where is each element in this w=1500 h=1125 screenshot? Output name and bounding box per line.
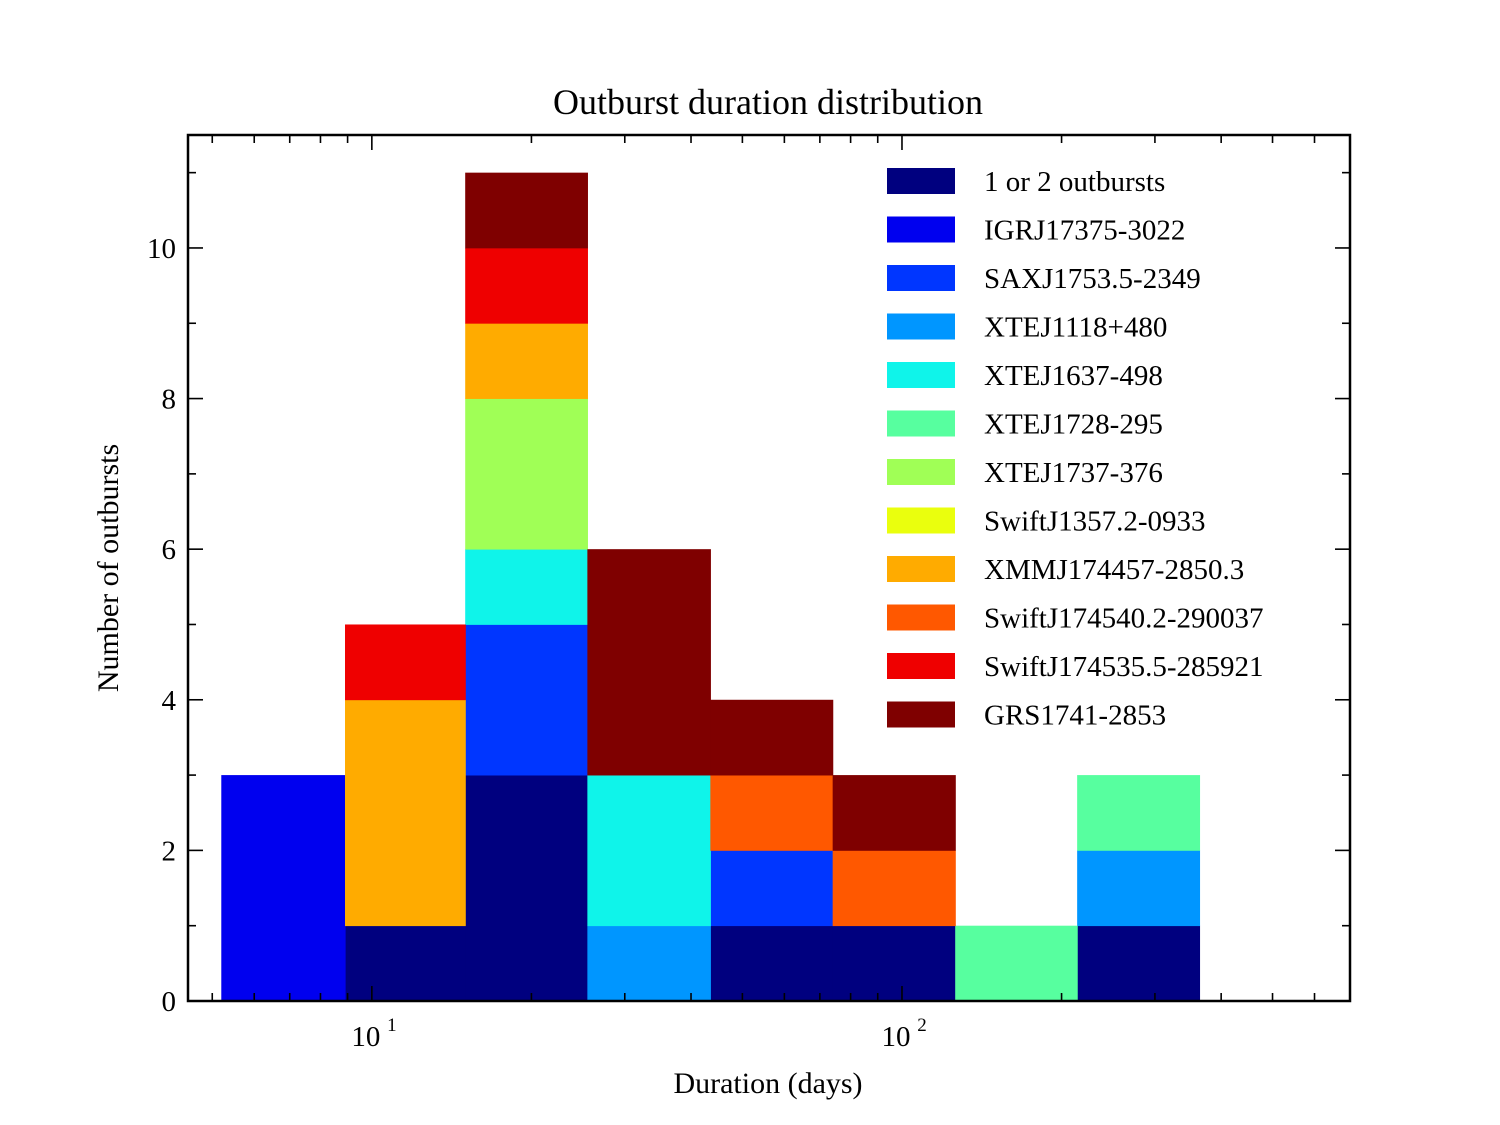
bar-segment-10-1 [345, 624, 466, 701]
tick-layer [188, 135, 1351, 1002]
tick-labels: 0 2 4 6 8 10 10 1 10 2 [147, 233, 927, 1053]
bar-segment-4-3 [587, 775, 711, 927]
legend-label-7: SwiftJ1357.2-0933 [984, 506, 1206, 538]
bar-segment-10-2 [465, 247, 588, 324]
bar-segment-5-7 [1077, 775, 1201, 851]
legend-swatch-1 [887, 216, 955, 243]
legend-label-3: XTEJ1118+480 [984, 312, 1167, 344]
bar-segment-4-2 [465, 549, 588, 625]
legend-swatch-5 [887, 410, 955, 437]
x-tick-label-10: 10 [351, 1021, 380, 1053]
bar-segment-0-5 [832, 925, 956, 1002]
legend-swatch-7 [887, 507, 955, 534]
legend-label-10: SwiftJ174535.5-285921 [984, 651, 1264, 683]
bar-segment-11-2 [465, 172, 588, 249]
x-tick-exponent-10: 1 [387, 1015, 397, 1036]
legend-label-11: GRS1741-2853 [984, 700, 1166, 732]
legend-swatch-2 [887, 265, 955, 291]
legend-label-5: XTEJ1728-295 [984, 409, 1163, 441]
bar-segment-0-4 [710, 925, 834, 1002]
y-axis-label: Number of outbursts [92, 444, 125, 692]
bar-segment-0-1 [345, 925, 466, 1002]
bar-segment-8-2 [465, 323, 588, 399]
legend-swatch-4 [887, 362, 955, 388]
legend-swatch-0 [887, 168, 955, 194]
y-tick-label-2: 2 [162, 835, 177, 867]
legend: 1 or 2 outbursts IGRJ17375-3022 SAXJ1753.5… [887, 166, 1264, 732]
y-tick-label-10: 10 [147, 233, 176, 265]
bar-segment-0-7 [1077, 925, 1201, 1002]
legend-label-9: SwiftJ174540.2-290037 [984, 603, 1264, 635]
plot-frame [186, 133, 1352, 1003]
bar-segment-1-0 [221, 775, 346, 1002]
bar-segment-6-2 [465, 398, 588, 550]
x-tick-exponent-100: 2 [917, 1015, 927, 1036]
bar-segment-9-5 [832, 850, 956, 927]
bar-segment-11-5 [832, 775, 956, 851]
legend-swatch-9 [887, 604, 955, 631]
legend-swatch-10 [887, 653, 955, 679]
legend-swatch-11 [887, 701, 955, 728]
legend-swatch-8 [887, 556, 955, 582]
x-axis-label: Duration (days) [673, 1067, 862, 1100]
bar-segment-11-4 [710, 699, 834, 776]
y-tick-label-6: 6 [162, 534, 177, 566]
y-tick-label-0: 0 [162, 986, 177, 1018]
x-tick-label-100: 10 [881, 1021, 910, 1053]
bar-segment-3-3 [587, 925, 711, 1002]
y-tick-label-8: 8 [162, 384, 177, 416]
bar-segment-11-3 [587, 549, 711, 776]
legend-label-1: IGRJ17375-3022 [984, 215, 1185, 247]
chart-title: Outburst duration distribution [553, 82, 983, 122]
bar-layer [221, 172, 1201, 1002]
bar-segment-9-4 [710, 775, 834, 851]
legend-label-8: XMMJ174457-2850.3 [984, 554, 1244, 586]
legend-swatch-6 [887, 459, 955, 485]
bar-segment-2-2 [465, 624, 588, 776]
legend-label-0: 1 or 2 outbursts [984, 166, 1165, 198]
legend-label-2: SAXJ1753.5-2349 [984, 263, 1201, 295]
bar-segment-0-2 [465, 775, 588, 1002]
bar-segment-8-1 [345, 699, 466, 927]
bar-segment-5-6 [955, 925, 1078, 1002]
y-tick-label-4: 4 [162, 685, 177, 717]
legend-label-4: XTEJ1637-498 [984, 360, 1163, 392]
legend-swatch-3 [887, 313, 955, 340]
bar-segment-3-7 [1077, 850, 1201, 927]
legend-label-6: XTEJ1737-376 [984, 457, 1163, 489]
bar-segment-2-4 [710, 850, 834, 927]
